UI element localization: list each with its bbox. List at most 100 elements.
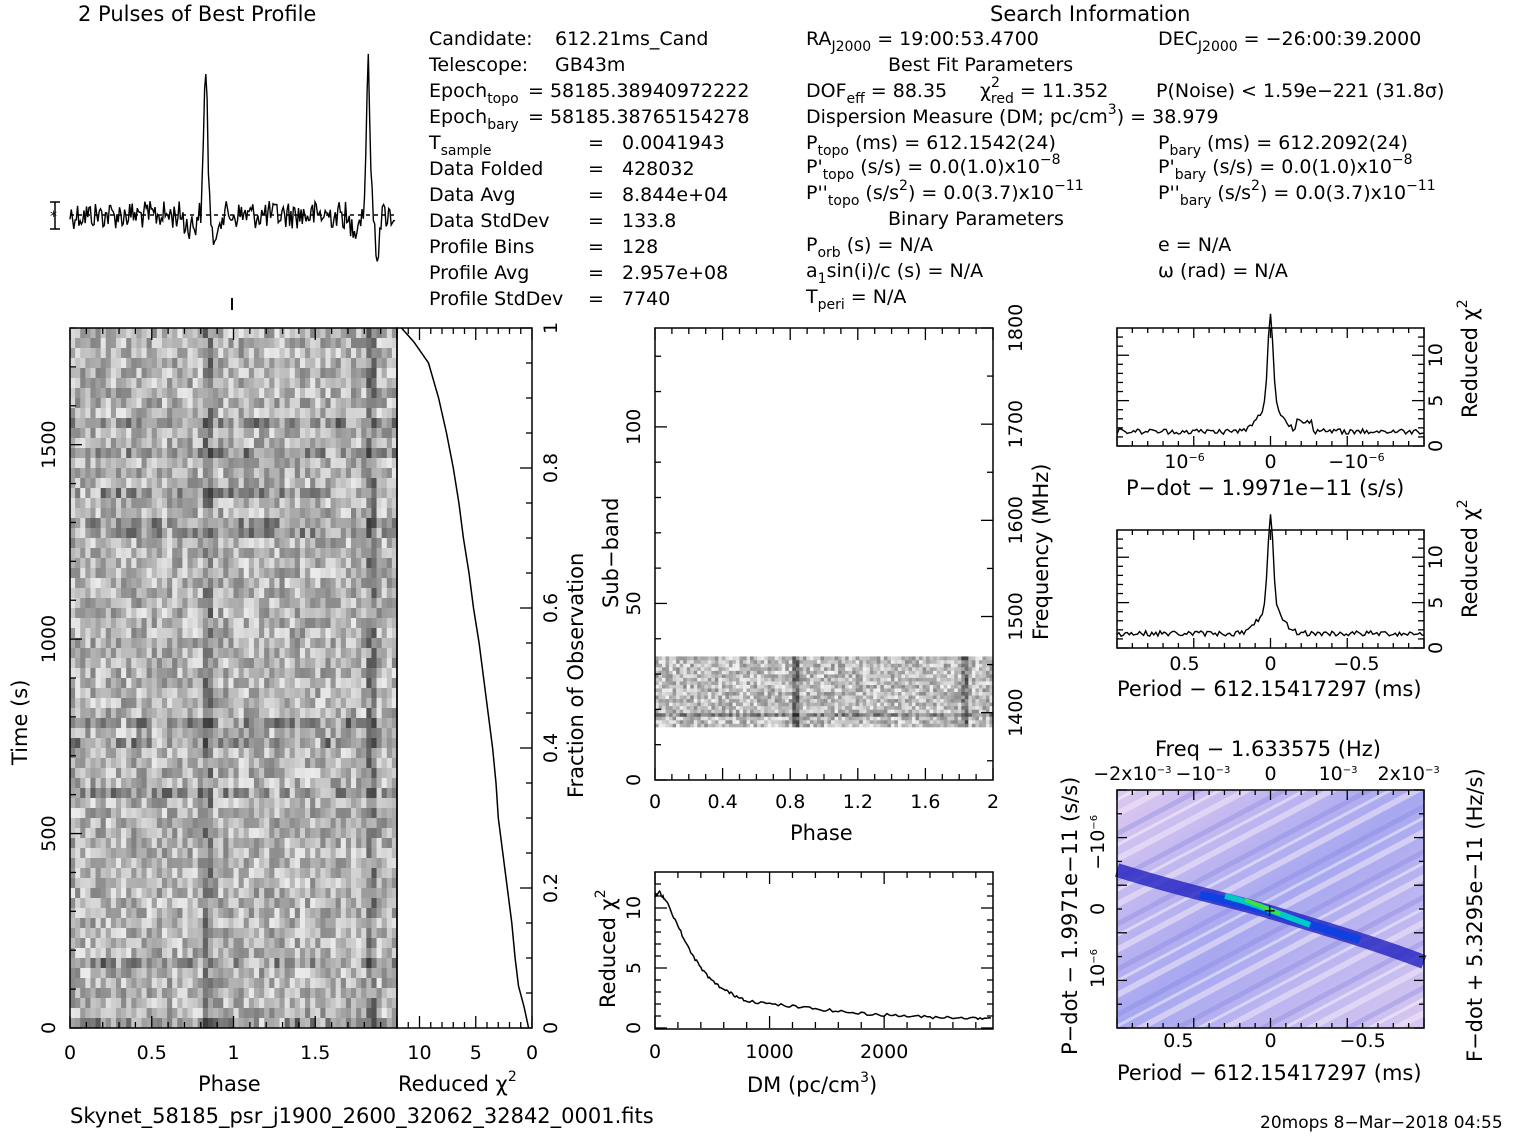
- heatmap-cell: [269, 468, 275, 478]
- heatmap-cell: [239, 508, 245, 518]
- heatmap-cell: [80, 738, 86, 748]
- heatmap-cell: [249, 938, 255, 948]
- heatmap-cell: [136, 608, 142, 618]
- heatmap-cell: [361, 798, 367, 808]
- heatmap-cell: [147, 578, 153, 588]
- heatmap-cell: [285, 988, 291, 998]
- heatmap-cell: [346, 328, 352, 338]
- subband-cell: [979, 724, 983, 728]
- heatmap-cell: [269, 828, 275, 838]
- heatmap-cell: [336, 548, 342, 558]
- heatmap-cell: [101, 458, 107, 468]
- subband-cell: [912, 716, 916, 720]
- heatmap-cell: [223, 1008, 229, 1018]
- heatmap-cell: [325, 358, 331, 368]
- heatmap-cell: [228, 498, 234, 508]
- heatmap-cell: [213, 408, 219, 418]
- heatmap-cell: [285, 508, 291, 518]
- heatmap-cell: [228, 518, 234, 528]
- heatmap-cell: [259, 558, 265, 568]
- heatmap-cell: [111, 458, 117, 468]
- heatmap-cell: [315, 578, 321, 588]
- heatmap-cell: [387, 668, 393, 678]
- subband-cell: [740, 716, 744, 720]
- heatmap-cell: [371, 518, 377, 528]
- heatmap-cell: [106, 328, 112, 338]
- heatmap-cell: [274, 468, 280, 478]
- heatmap-cell: [341, 738, 347, 748]
- heatmap-cell: [361, 898, 367, 908]
- heatmap-cell: [111, 578, 117, 588]
- heatmap-cell: [366, 478, 372, 488]
- heatmap-cell: [239, 768, 245, 778]
- heatmap-cell: [239, 1018, 245, 1028]
- heatmap-cell: [300, 338, 306, 348]
- heatmap-cell: [218, 348, 224, 358]
- heatmap-cell: [106, 668, 112, 678]
- heatmap-cell: [341, 718, 347, 728]
- heatmap-cell: [126, 758, 132, 768]
- heatmap-cell: [80, 928, 86, 938]
- heatmap-cell: [259, 638, 265, 648]
- heatmap-cell: [188, 358, 194, 368]
- subband-cell: [736, 713, 740, 717]
- heatmap-cell: [111, 1008, 117, 1018]
- chi2-time-ylabel: Fraction of Observation: [564, 553, 588, 798]
- heatmap-cell: [96, 538, 102, 548]
- heatmap-cell: [85, 498, 91, 508]
- heatmap-cell: [361, 578, 367, 588]
- subband-cell: [725, 724, 729, 728]
- heatmap-cell: [320, 488, 326, 498]
- heatmap-cell: [188, 878, 194, 888]
- heatmap-cell: [167, 938, 173, 948]
- heatmap-cell: [85, 978, 91, 988]
- heatmap-cell: [90, 938, 96, 948]
- heatmap-cell: [234, 378, 240, 388]
- heatmap-cell: [193, 688, 199, 698]
- heatmap-cell: [310, 558, 316, 568]
- heatmap-cell: [305, 678, 311, 688]
- heatmap-cell: [85, 538, 91, 548]
- heatmap-cell: [121, 938, 127, 948]
- heatmap-cell: [274, 328, 280, 338]
- subband-cell: [803, 716, 807, 720]
- heatmap-cell: [188, 718, 194, 728]
- heatmap-cell: [377, 738, 383, 748]
- heatmap-cell: [371, 368, 377, 378]
- subband-cell: [697, 716, 701, 720]
- heatmap-cell: [249, 758, 255, 768]
- heatmap-cell: [259, 658, 265, 668]
- heatmap-cell: [126, 478, 132, 488]
- heatmap-cell: [167, 538, 173, 548]
- heatmap-cell: [244, 678, 250, 688]
- heatmap-cell: [315, 858, 321, 868]
- heatmap-cell: [142, 738, 148, 748]
- heatmap-cell: [147, 378, 153, 388]
- heatmap-cell: [310, 428, 316, 438]
- heatmap-cell: [315, 758, 321, 768]
- heatmap-cell: [320, 958, 326, 968]
- heatmap-cell: [131, 708, 137, 718]
- heatmap-cell: [203, 778, 209, 788]
- heatmap-cell: [361, 818, 367, 828]
- heatmap-cell: [371, 798, 377, 808]
- subband-cell: [958, 720, 962, 724]
- heatmap-cell: [305, 748, 311, 758]
- heatmap-cell: [106, 348, 112, 358]
- subband-cell: [905, 720, 909, 724]
- heatmap-cell: [162, 478, 168, 488]
- heatmap-cell: [80, 718, 86, 728]
- heatmap-cell: [188, 668, 194, 678]
- heatmap-cell: [162, 538, 168, 548]
- heatmap-cell: [341, 748, 347, 758]
- heatmap-cell: [300, 808, 306, 818]
- subband-cell: [887, 720, 891, 724]
- heatmap-cell: [121, 928, 127, 938]
- heatmap-cell: [106, 438, 112, 448]
- heatmap-cell: [228, 588, 234, 598]
- heatmap-cell: [70, 748, 76, 758]
- heatmap-cell: [346, 368, 352, 378]
- heatmap-cell: [198, 558, 204, 568]
- heatmap-cell: [142, 798, 148, 808]
- heatmap-cell: [249, 358, 255, 368]
